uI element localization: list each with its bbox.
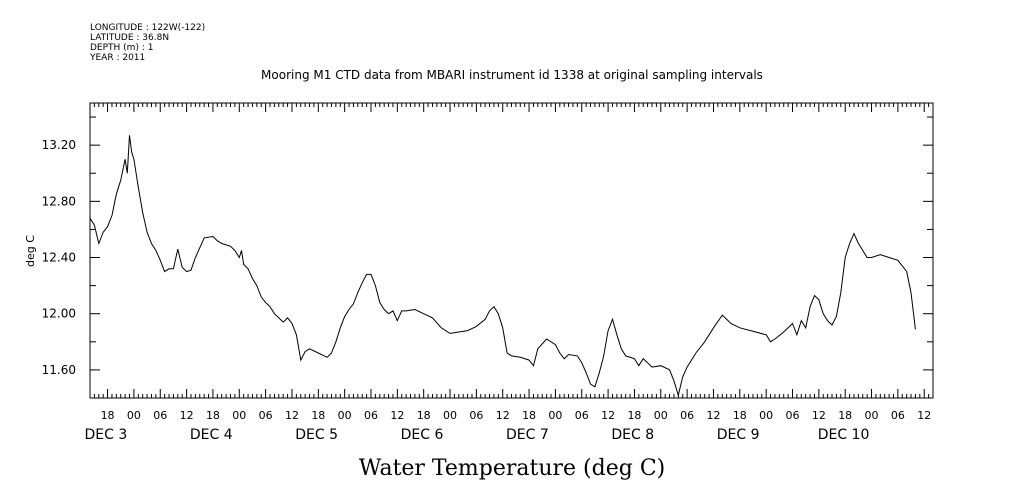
x-hour-label: 00 xyxy=(338,409,352,422)
x-hour-label: 18 xyxy=(417,409,431,422)
x-hour-label: 06 xyxy=(153,409,167,422)
y-tick-label: 12.80 xyxy=(42,194,76,208)
x-axis-title: Water Temperature (deg C) xyxy=(359,456,666,481)
y-tick-label: 11.60 xyxy=(42,363,76,377)
meta-year: YEAR : 2011 xyxy=(89,53,145,63)
x-hour-label: 12 xyxy=(812,409,826,422)
plot-frame xyxy=(89,102,934,399)
x-hour-label: 12 xyxy=(496,409,510,422)
x-hour-label: 00 xyxy=(232,409,246,422)
x-hour-label: 12 xyxy=(390,409,404,422)
y-axis: 11.60 12.00 12.40 12.80 13.20 xyxy=(42,116,933,399)
x-hour-label: 18 xyxy=(522,409,536,422)
x-hour-label: 06 xyxy=(469,409,483,422)
chart-title: Mooring M1 CTD data from MBARI instrumen… xyxy=(261,68,763,82)
x-axis-labels: 18 00 06 12 18 00 06 12 18 00 06 12 18 00 06 12 18 00 06 12… xyxy=(85,409,932,443)
x-day-label: DEC 7 xyxy=(506,427,549,443)
y-axis-label: deg C xyxy=(24,235,37,267)
x-hour-label: 18 xyxy=(101,409,115,422)
x-hour-label: 18 xyxy=(206,409,220,422)
x-hour-label: 12 xyxy=(180,409,194,422)
x-hour-label: 18 xyxy=(733,409,747,422)
y-tick-label: 12.00 xyxy=(42,307,76,321)
x-day-label: DEC 4 xyxy=(190,427,233,443)
meta-latitude: LATITUDE : 36.8N xyxy=(90,33,169,43)
x-hour-label: 06 xyxy=(786,409,800,422)
temperature-line xyxy=(89,135,916,398)
x-axis xyxy=(89,103,934,398)
x-day-label: DEC 8 xyxy=(611,427,654,443)
x-hour-label: 12 xyxy=(706,409,720,422)
x-hour-label: 12 xyxy=(285,409,299,422)
y-tick-label: 13.20 xyxy=(42,138,76,152)
x-hour-label: 00 xyxy=(548,409,562,422)
x-hour-label: 18 xyxy=(311,409,325,422)
meta-depth: DEPTH (m) : 1 xyxy=(90,43,153,53)
x-hour-label: 06 xyxy=(364,409,378,422)
x-hour-label: 12 xyxy=(601,409,615,422)
x-hour-label: 00 xyxy=(127,409,141,422)
metadata-block: LONGITUDE : 122W(-122) LATITUDE : 36.8N … xyxy=(89,23,205,63)
x-day-label: DEC 9 xyxy=(717,427,760,443)
x-day-label: DEC 10 xyxy=(818,427,870,443)
x-hour-label: 00 xyxy=(759,409,773,422)
x-day-label: DEC 6 xyxy=(401,427,444,443)
x-hour-label: 06 xyxy=(575,409,589,422)
x-hour-label: 06 xyxy=(891,409,905,422)
x-hour-label: 18 xyxy=(838,409,852,422)
x-hour-label: 00 xyxy=(654,409,668,422)
x-hour-label: 06 xyxy=(680,409,694,422)
x-day-label: DEC 5 xyxy=(295,427,338,443)
x-hour-label: 00 xyxy=(865,409,879,422)
x-hour-label: 12 xyxy=(917,409,931,422)
x-hour-label: 18 xyxy=(627,409,641,422)
meta-longitude: LONGITUDE : 122W(-122) xyxy=(90,23,205,33)
x-hour-label: 00 xyxy=(443,409,457,422)
x-day-label: DEC 3 xyxy=(85,427,128,443)
x-hour-label: 06 xyxy=(259,409,273,422)
y-tick-label: 12.40 xyxy=(42,251,76,265)
